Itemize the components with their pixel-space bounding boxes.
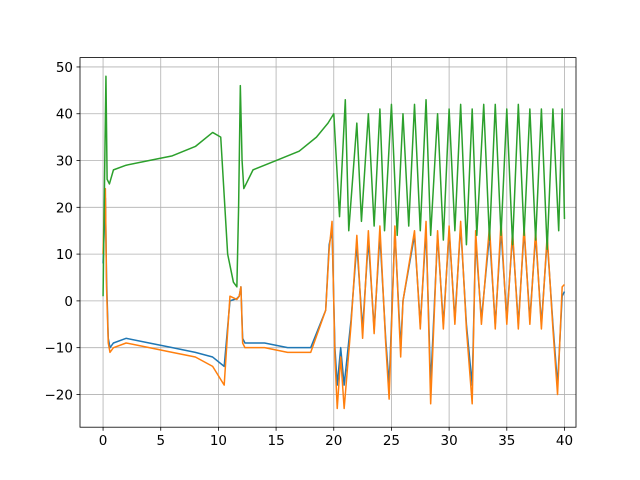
series-group [102, 75, 566, 410]
y-tick-label-7: 50 [56, 60, 73, 76]
series-line-2 [102, 75, 566, 297]
y-tick-label-6: 40 [56, 107, 73, 123]
x-tick-label-6: 30 [441, 433, 458, 449]
y-tick-label-0: −20 [45, 387, 74, 403]
plot-area-background [80, 57, 576, 428]
x-tick-label-0: 0 [99, 433, 108, 449]
y-axis-ticks: −20 −10 0 10 20 30 40 50 [45, 60, 80, 403]
y-tick-label-1: −10 [45, 341, 74, 357]
x-tick-label-5: 25 [383, 433, 400, 449]
x-tick-label-4: 20 [325, 433, 342, 449]
y-tick-label-3: 10 [56, 247, 73, 263]
plot-area-frame [79, 57, 577, 428]
y-tick-label-4: 20 [56, 200, 73, 216]
series-line-1 [102, 187, 566, 410]
x-tick-label-8: 40 [556, 433, 573, 449]
x-axis-ticks: 0 5 10 15 20 25 30 35 40 [99, 427, 573, 449]
y-tick-label-2: 0 [64, 294, 73, 310]
x-tick-label-2: 10 [210, 433, 227, 449]
x-tick-label-7: 35 [498, 433, 515, 449]
x-tick-label-1: 5 [156, 433, 165, 449]
x-tick-label-3: 15 [267, 433, 284, 449]
y-tick-label-5: 30 [56, 154, 73, 170]
